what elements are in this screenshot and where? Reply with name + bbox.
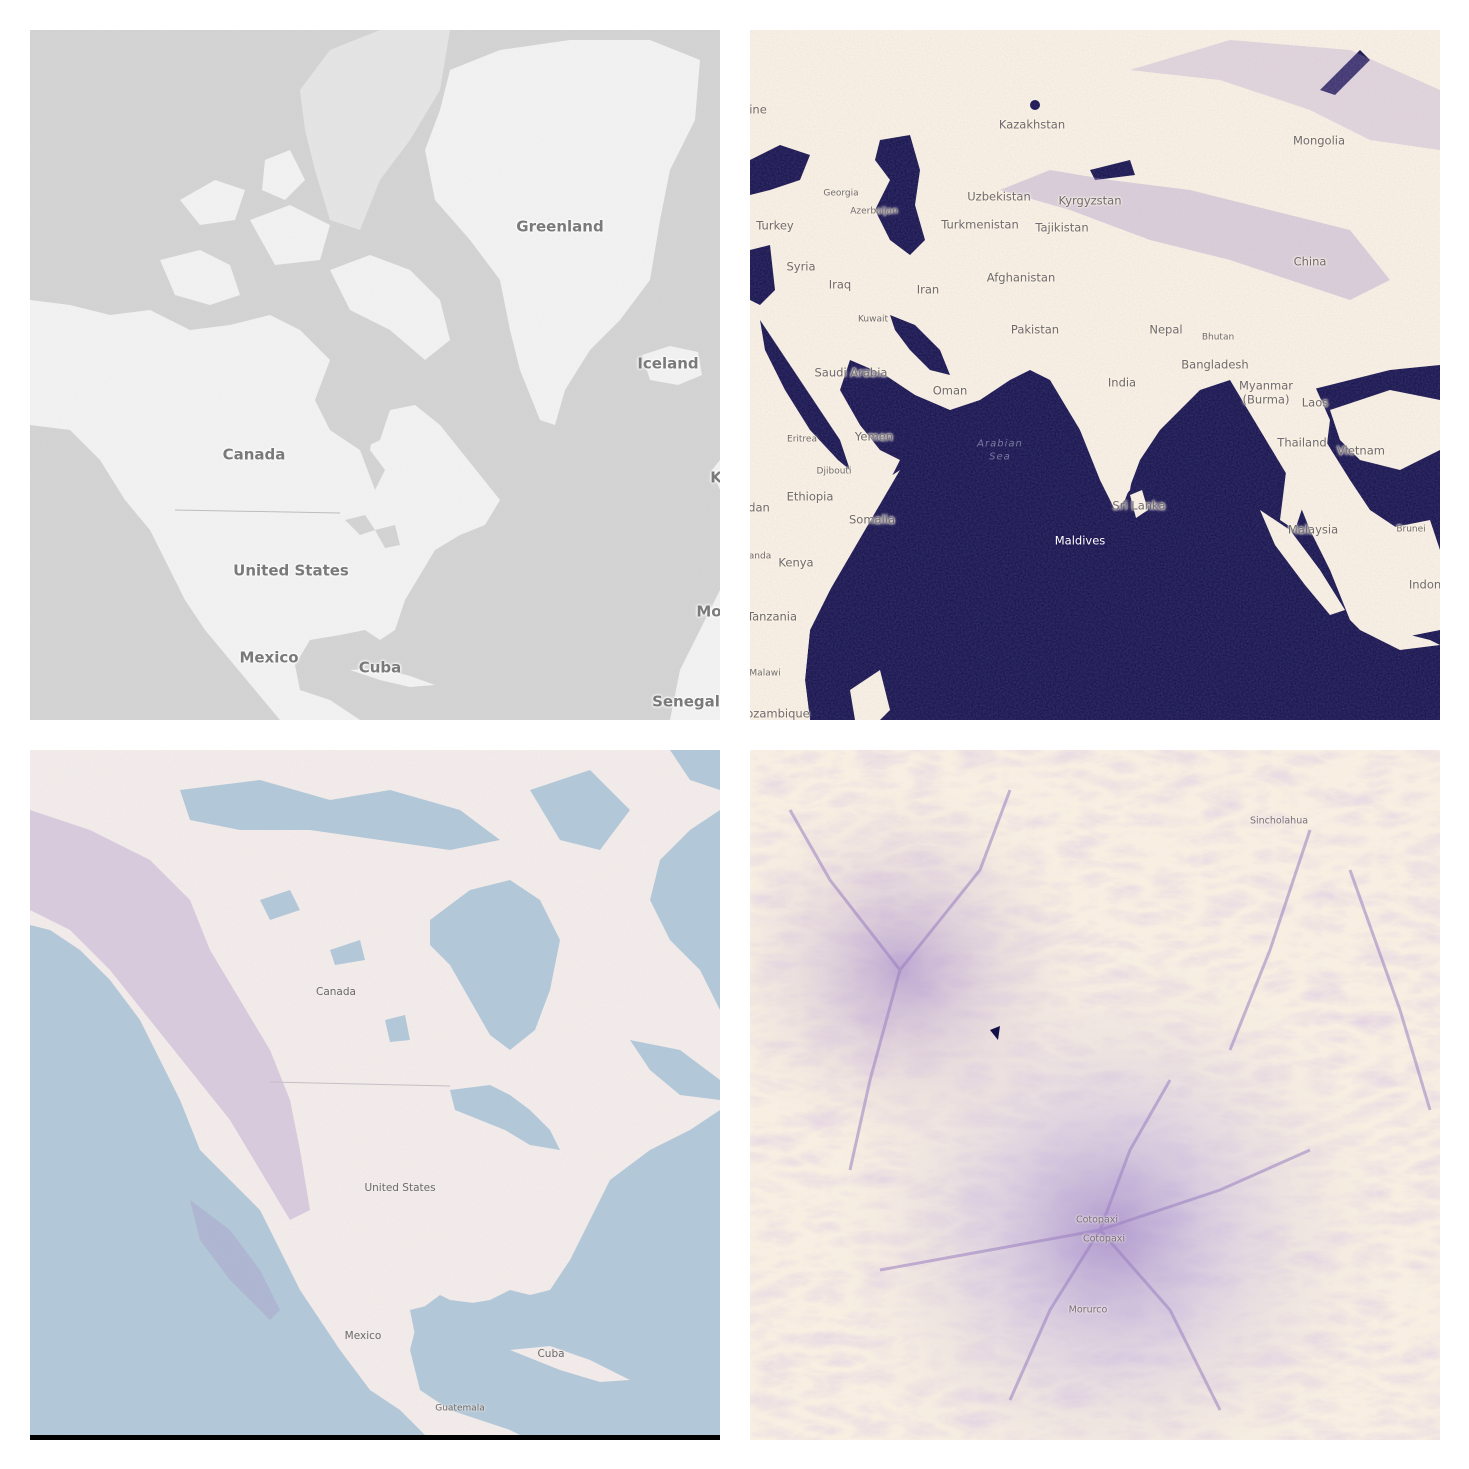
label-sri-lanka: Sri Lanka bbox=[1112, 498, 1166, 513]
label-turkmenistan: Turkmenistan bbox=[941, 217, 1019, 232]
label-eritrea: Eritrea bbox=[787, 434, 817, 445]
label-ethiopia: Ethiopia bbox=[786, 489, 834, 504]
label-syria: Syria bbox=[786, 259, 816, 274]
label-mexico: Mexico bbox=[344, 1329, 382, 1342]
label-tanzania: Tanzania bbox=[750, 609, 798, 624]
label-djibouti: Djibouti bbox=[816, 466, 852, 477]
map-panel-pastel-north-america[interactable]: Canada United States Mexico Cuba Guatema… bbox=[30, 750, 720, 1440]
label-sincholahua: Sincholahua bbox=[1249, 815, 1309, 827]
label-thailand: Thailand bbox=[1277, 435, 1327, 450]
label-canada: Canada bbox=[222, 445, 286, 464]
label-pakistan: Pakistan bbox=[1010, 322, 1060, 337]
map-canvas bbox=[750, 30, 1440, 720]
label-mexico: Mexico bbox=[239, 648, 299, 667]
label-iran: Iran bbox=[916, 282, 940, 297]
label-vietnam: Vietnam bbox=[1337, 443, 1385, 458]
label-arabian-sea-line-2: Sea bbox=[989, 451, 1011, 463]
label-greenland: Greenland bbox=[516, 217, 604, 236]
label-uzbekistan: Uzbekistan bbox=[967, 189, 1031, 204]
label-turkey: Turkey bbox=[756, 218, 794, 233]
label-bhutan: Bhutan bbox=[1201, 332, 1235, 343]
label-guatemala: Guatemala bbox=[435, 1403, 485, 1414]
label-yemen: Yemen bbox=[854, 429, 894, 444]
label-cuba: Cuba bbox=[358, 658, 402, 677]
map-panel-cotopaxi-relief[interactable]: Sincholahua Cotopaxi Cotopaxi Morurco bbox=[750, 750, 1440, 1440]
label-kyrgyzstan: Kyrgyzstan bbox=[1058, 193, 1122, 208]
label-kuwait: Kuwait bbox=[857, 314, 889, 325]
map-panel-south-asia[interactable]: ine Kazakhstan Mongolia Georgia Azerbaij… bbox=[750, 30, 1440, 720]
label-cuba: Cuba bbox=[537, 1347, 565, 1360]
label-iceland: Iceland bbox=[637, 354, 699, 373]
map-canvas bbox=[30, 30, 720, 720]
label-bangladesh: Bangladesh bbox=[1181, 357, 1249, 372]
label-cotopaxi-2: Cotopaxi bbox=[1082, 1233, 1126, 1245]
label-uganda-cut: anda bbox=[750, 551, 772, 562]
label-sudan-cut: dan bbox=[750, 500, 770, 515]
label-malawi: Malawi bbox=[750, 668, 781, 679]
label-cotopaxi-1: Cotopaxi bbox=[1075, 1214, 1119, 1226]
label-myanmar: Myanmar bbox=[1238, 378, 1294, 393]
label-afghanistan: Afghanistan bbox=[986, 270, 1056, 285]
label-georgia: Georgia bbox=[823, 188, 859, 199]
label-indonesia-cut: Indon bbox=[1408, 577, 1440, 592]
map-panel-light-north-america[interactable]: Greenland Iceland Canada United States M… bbox=[30, 30, 720, 720]
label-malaysia: Malaysia bbox=[1287, 522, 1339, 537]
label-oman: Oman bbox=[932, 383, 968, 398]
label-mozambique-cut: ozambique bbox=[750, 706, 810, 720]
label-nepal: Nepal bbox=[1149, 322, 1183, 337]
label-arabian-sea-line-1: Arabian bbox=[977, 438, 1023, 450]
label-china: China bbox=[1293, 254, 1327, 269]
label-ukraine-cut: ine bbox=[750, 102, 767, 117]
label-maldives: Maldives bbox=[1054, 533, 1106, 548]
map-canvas bbox=[750, 750, 1440, 1440]
label-laos: Laos bbox=[1301, 395, 1329, 410]
label-india: India bbox=[1107, 375, 1137, 390]
map-canvas bbox=[30, 750, 720, 1440]
label-mongolia: Mongolia bbox=[1292, 133, 1346, 148]
label-saudi-arabia: Saudi Arabia bbox=[814, 365, 888, 380]
label-azerbaijan: Azerbaijan bbox=[850, 206, 898, 217]
label-somalia: Somalia bbox=[848, 512, 896, 527]
label-mo-cut: Mo bbox=[696, 602, 720, 621]
label-k-cut: K bbox=[710, 468, 720, 487]
label-tajikistan: Tajikistan bbox=[1035, 220, 1089, 235]
label-united-states: United States bbox=[233, 561, 349, 580]
label-morurco: Morurco bbox=[1068, 1304, 1108, 1316]
label-kazakhstan: Kazakhstan bbox=[998, 117, 1066, 132]
label-brunei: Brunei bbox=[1396, 524, 1426, 535]
label-burma: (Burma) bbox=[1242, 392, 1290, 407]
label-iraq: Iraq bbox=[828, 277, 852, 292]
label-arabian-sea: Arabian Sea bbox=[977, 438, 1023, 463]
label-canada: Canada bbox=[316, 985, 356, 998]
label-kenya: Kenya bbox=[778, 555, 814, 570]
label-united-states: United States bbox=[364, 1181, 436, 1194]
label-senegal: Senegal bbox=[652, 692, 720, 711]
